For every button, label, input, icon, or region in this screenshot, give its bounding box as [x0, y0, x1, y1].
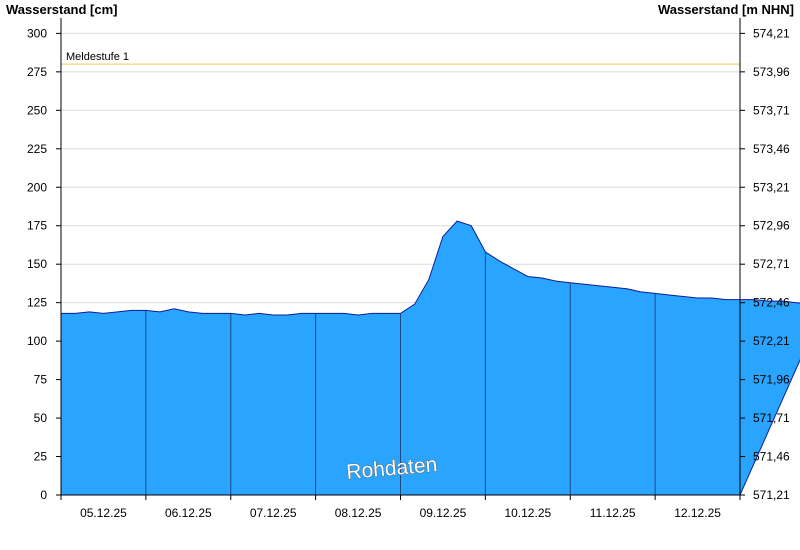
- left-axis-title: Wasserstand [cm]: [6, 2, 118, 17]
- right-tick-label: 571,96: [753, 373, 790, 387]
- day-separators: [145, 251, 656, 495]
- x-tick-label: 06.12.25: [165, 506, 212, 520]
- right-tick-label: 571,71: [753, 411, 790, 425]
- left-tick-label: 0: [40, 488, 47, 502]
- left-tick-label: 150: [27, 257, 47, 271]
- right-tick-label: 574,21: [753, 26, 790, 40]
- right-tick-label: 571,46: [753, 450, 790, 464]
- left-tick-label: 275: [27, 65, 47, 79]
- x-tick-label: 12.12.25: [674, 506, 721, 520]
- x-tick-label: 10.12.25: [504, 506, 551, 520]
- left-tick-label: 25: [34, 450, 48, 464]
- left-tick-label: 175: [27, 219, 47, 233]
- x-tick-label: 09.12.25: [420, 506, 467, 520]
- left-tick-label: 250: [27, 103, 47, 117]
- x-tick-labels: 05.12.25 06.12.25 07.12.25 08.12.25 09.12.25…: [60, 495, 741, 520]
- threshold-label: Meldestufe 1: [66, 51, 129, 63]
- left-tick-label: 50: [34, 411, 48, 425]
- right-tick-label: 572,46: [753, 296, 790, 310]
- right-tick-label: 572,96: [753, 219, 790, 233]
- watermark-text: Rohdaten: [345, 453, 438, 484]
- right-tick-label: 571,21: [753, 488, 790, 502]
- right-axis-title: Wasserstand [m NHN]: [658, 2, 794, 17]
- right-tick-labels: 571,21 571,46 571,71 571,96 572,21 572,46 572,…: [740, 26, 790, 502]
- right-tick-label: 572,71: [753, 257, 790, 271]
- left-tick-label: 300: [27, 26, 47, 40]
- left-tick-label: 225: [27, 142, 47, 156]
- left-tick-label: 100: [27, 334, 47, 348]
- x-tick-label: 08.12.25: [335, 506, 382, 520]
- right-tick-label: 573,46: [753, 142, 790, 156]
- right-tick-label: 573,71: [753, 103, 790, 117]
- left-tick-labels: 0 25 50 75 100 125 150 175 200 225 250 275 300: [27, 26, 61, 502]
- right-tick-label: 572,21: [753, 334, 790, 348]
- x-tick-label: 05.12.25: [80, 506, 127, 520]
- x-tick-label: 11.12.25: [590, 506, 636, 520]
- right-tick-label: 573,21: [753, 180, 790, 194]
- right-tick-label: 573,96: [753, 65, 790, 79]
- x-tick-label: 07.12.25: [250, 506, 297, 520]
- left-tick-label: 75: [34, 373, 48, 387]
- left-tick-label: 125: [27, 296, 47, 310]
- water-level-area: [60, 220, 800, 496]
- left-tick-label: 200: [27, 180, 47, 194]
